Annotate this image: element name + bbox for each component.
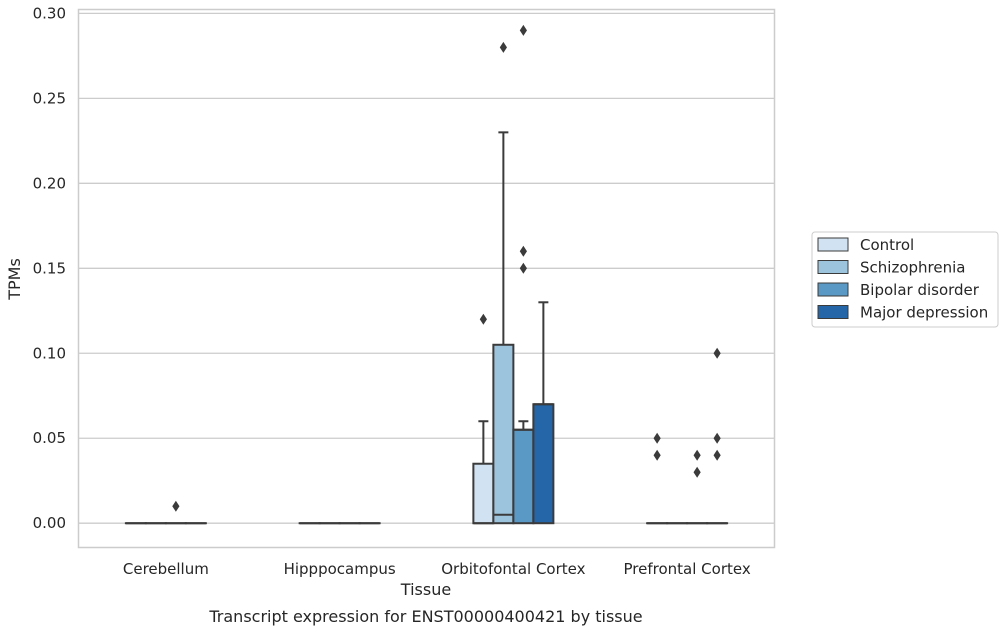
x-tick-label: Cerebellum bbox=[123, 560, 209, 578]
x-tick-label: Orbitofontal Cortex bbox=[441, 560, 585, 578]
y-tick-labels: 0.00 0.05 0.10 0.15 0.20 0.25 0.30 bbox=[33, 4, 66, 532]
box-bipolar-disorder bbox=[512, 428, 535, 525]
outlier-point bbox=[519, 262, 527, 274]
y-axis-label: TPMs bbox=[5, 258, 24, 301]
x-axis-label: Tissue bbox=[400, 580, 451, 599]
y-tick-label: 0.20 bbox=[33, 174, 66, 192]
outlier-point bbox=[519, 245, 527, 257]
legend-swatch bbox=[817, 260, 849, 274]
x-tick-label: Prefrontal Cortex bbox=[624, 560, 751, 578]
gridlines bbox=[79, 12, 774, 524]
y-tick-label: 0.10 bbox=[33, 344, 66, 362]
box-major-depression bbox=[532, 403, 555, 525]
x-tick-labels: Cerebellum Hipppocampus Orbitofontal Corte… bbox=[123, 560, 751, 578]
legend-frame bbox=[811, 231, 999, 328]
x-tick-label: Hipppocampus bbox=[284, 560, 396, 578]
outlier-point bbox=[653, 449, 661, 461]
y-tick-label: 0.30 bbox=[33, 4, 66, 22]
legend-swatch bbox=[817, 282, 849, 297]
outlier-point bbox=[479, 313, 487, 325]
outlier-point bbox=[713, 449, 721, 461]
legend-label: Major depression bbox=[860, 304, 988, 322]
outlier-point bbox=[499, 41, 507, 53]
legend-swatch bbox=[817, 305, 849, 319]
outlier-point bbox=[519, 24, 527, 36]
y-tick-label: 0.15 bbox=[33, 259, 66, 277]
outlier-point bbox=[693, 449, 701, 461]
box-schizophrenia bbox=[492, 343, 515, 525]
outlier-point bbox=[713, 347, 721, 359]
y-tick-label: 0.05 bbox=[33, 429, 66, 447]
chart-title: Transcript expression for ENST0000040042… bbox=[208, 607, 642, 626]
outlier-point bbox=[653, 432, 661, 444]
outlier-point bbox=[713, 432, 721, 444]
legend-label: Schizophrenia bbox=[860, 259, 965, 277]
legend: Control Schizophrenia Bipolar disorder Majo… bbox=[811, 231, 999, 328]
y-tick-label: 0.00 bbox=[33, 514, 66, 532]
outlier-point bbox=[693, 466, 701, 478]
plot-frame bbox=[77, 8, 776, 549]
legend-label: Bipolar disorder bbox=[860, 281, 980, 299]
legend-label: Control bbox=[860, 236, 914, 254]
box-plot-marks bbox=[124, 24, 729, 525]
box-control bbox=[472, 462, 495, 525]
y-tick-label: 0.25 bbox=[33, 89, 66, 107]
legend-swatch bbox=[817, 237, 849, 252]
outlier-point bbox=[172, 500, 180, 512]
